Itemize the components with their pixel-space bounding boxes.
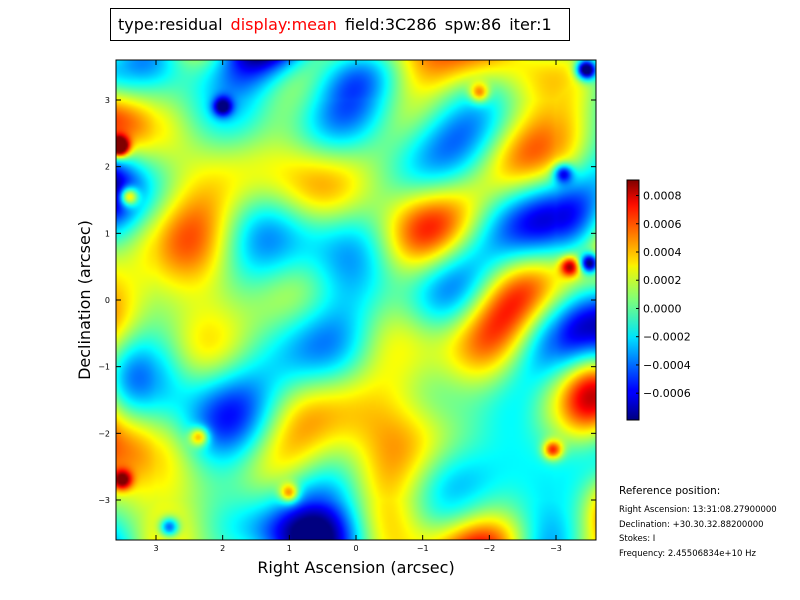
colorbar-tick-label: 0.0006 bbox=[643, 218, 682, 231]
title-type: type:residual bbox=[118, 15, 223, 34]
y-tick-label: 0 bbox=[105, 296, 110, 305]
reference-ra: Right Ascension: 13:31:08.27900000 bbox=[619, 505, 777, 515]
colorbar-tick-label: −0.0004 bbox=[643, 359, 691, 372]
plot-title: type:residual display:mean field:3C286 s… bbox=[110, 8, 570, 41]
x-tick-label: −3 bbox=[550, 544, 562, 553]
y-tick-label: −2 bbox=[98, 429, 110, 438]
colorbar bbox=[626, 179, 640, 421]
reference-position-panel: Reference position: Right Ascension: 13:… bbox=[619, 485, 799, 561]
title-field: field:3C286 bbox=[344, 15, 437, 34]
reference-dec: Declination: +30.30.32.88200000 bbox=[619, 519, 764, 530]
x-axis-label: Right Ascension (arcsec) bbox=[257, 558, 454, 577]
colorbar-ticks: 0.0008 0.0006 0.0004 0.0002 0.0000 −0.0002 −0.… bbox=[636, 190, 691, 400]
title-display: display:mean bbox=[230, 15, 337, 34]
y-tick-label: 1 bbox=[105, 229, 110, 238]
x-tick-label: 2 bbox=[220, 544, 225, 553]
x-tick-label: 1 bbox=[287, 544, 292, 553]
reference-title: Reference position: bbox=[619, 485, 721, 497]
title-iter: iter:1 bbox=[509, 15, 552, 34]
y-tick-label: 3 bbox=[105, 96, 110, 105]
reference-frequency: Frequency: 2.45506834e+10 Hz bbox=[619, 548, 756, 559]
y-tick-label: −1 bbox=[98, 363, 110, 372]
x-tick-label: 3 bbox=[153, 544, 158, 553]
reference-stokes: Stokes: I bbox=[619, 534, 656, 544]
colorbar-tick-label: 0.0008 bbox=[643, 190, 682, 203]
colorbar-tick-label: 0.0004 bbox=[643, 246, 682, 259]
y-tick-label: 2 bbox=[105, 163, 110, 172]
y-axis-ticks: 3 2 1 0 −1 −2 −3 bbox=[98, 96, 596, 505]
colorbar-tick-label: −0.0002 bbox=[643, 331, 691, 344]
y-tick-label: −3 bbox=[98, 496, 110, 505]
colorbar-tick-label: 0.0000 bbox=[643, 302, 682, 315]
x-axis-ticks: 3 2 1 0 −1 −2 −3 bbox=[153, 60, 562, 553]
title-spw: spw:86 bbox=[444, 15, 502, 34]
colorbar-tick-label: −0.0006 bbox=[643, 387, 691, 400]
colorbar-tick-label: 0.0002 bbox=[643, 274, 682, 287]
x-tick-label: 0 bbox=[353, 544, 358, 553]
y-axis-label: Declination (arcsec) bbox=[75, 220, 94, 380]
x-tick-label: −2 bbox=[483, 544, 495, 553]
residual-image bbox=[116, 60, 596, 540]
x-tick-label: −1 bbox=[417, 544, 429, 553]
